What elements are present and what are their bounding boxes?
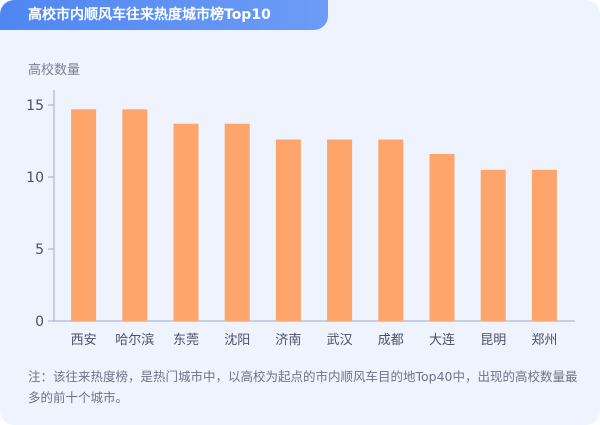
bar-东莞 — [173, 123, 199, 321]
bar-沈阳 — [224, 123, 250, 321]
x-tick-label: 沈阳 — [224, 333, 250, 348]
x-tick-label: 大连 — [429, 332, 455, 348]
x-tick-label: 成都 — [378, 333, 404, 348]
bar-哈尔滨 — [122, 109, 148, 321]
y-tick-label: 15 — [26, 98, 44, 114]
bar-郑州 — [531, 169, 557, 321]
y-tick-label: 5 — [35, 242, 44, 258]
y-axis-label: 高校数量 — [28, 63, 81, 78]
bar-济南 — [275, 139, 301, 321]
bar-大连 — [429, 153, 455, 321]
x-tick-label: 济南 — [275, 332, 301, 348]
bar-武汉 — [327, 139, 353, 321]
chart-title: 高校市内顺风车往来热度城市榜Top10 — [0, 0, 328, 30]
x-tick-label: 西安 — [71, 333, 97, 348]
x-tick-label: 昆明 — [480, 333, 506, 348]
x-tick-label: 武汉 — [327, 333, 353, 348]
bar-成都 — [378, 139, 404, 321]
x-tick-label: 郑州 — [531, 333, 557, 348]
footnote: 注：该往来热度榜，是热门城市中，以高校为起点的市内顺风车目的地Top40中，出现… — [28, 369, 578, 405]
bar-西安 — [71, 109, 97, 321]
x-tick-label: 东莞 — [173, 333, 199, 348]
y-tick-label: 0 — [35, 314, 44, 330]
x-tick-label: 哈尔滨 — [115, 332, 154, 348]
y-tick-label: 10 — [26, 170, 44, 186]
bar-昆明 — [480, 169, 506, 321]
